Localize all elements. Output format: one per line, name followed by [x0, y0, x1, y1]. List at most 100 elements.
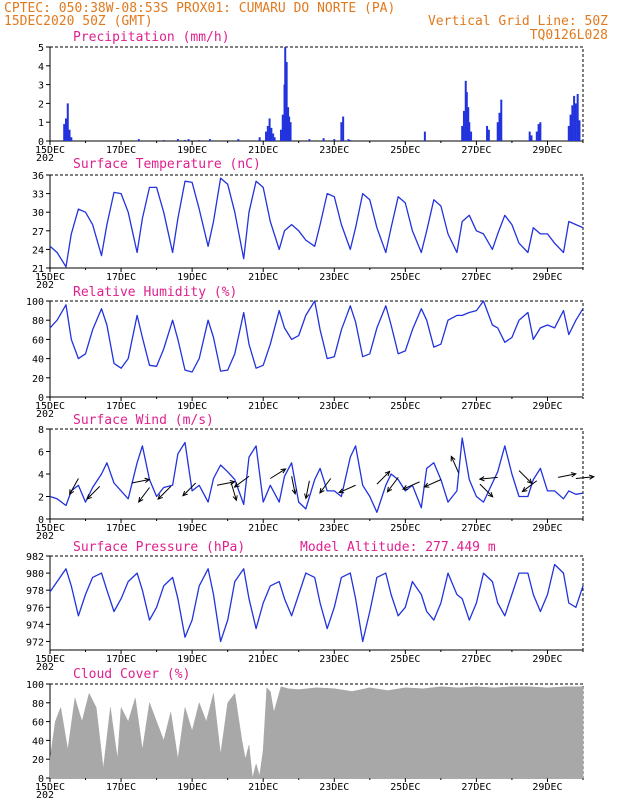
wind-arrow: [558, 472, 577, 478]
wind-arrow-head: [69, 489, 75, 496]
precip-bar: [539, 122, 542, 141]
wind-arrow-head: [386, 486, 393, 493]
x-tick-label: 27DEC: [461, 782, 491, 793]
wind-arrow: [386, 477, 399, 493]
wind-arrow-head: [570, 472, 577, 478]
y-tick-label: 4: [38, 62, 44, 73]
x-tick-label: 15DEC: [35, 654, 65, 665]
y-tick-label: 982: [26, 552, 44, 563]
wind-arrow-shaft: [479, 483, 494, 498]
wind-arrow-head: [229, 479, 236, 486]
precip-bar: [528, 131, 531, 141]
year-fragment-label: 202: [36, 153, 54, 164]
precip-bar: [537, 124, 540, 141]
y-tick-label: 30: [32, 208, 44, 219]
x-tick-label: 15DEC: [35, 523, 65, 534]
x-tick-label: 19DEC: [177, 401, 207, 412]
wind-arrow-head: [280, 468, 287, 474]
wind-arrow-head: [182, 490, 188, 497]
panel-precip: Precipitation (mm/h) 0 1 2 3 4 5 15DEC 17DEC 19DE…: [35, 30, 584, 164]
x-tick-label: 21DEC: [248, 145, 278, 156]
x-tick-label: 23DEC: [319, 654, 349, 665]
wind-series-line: [49, 437, 584, 513]
wind-arrow-shaft: [424, 479, 442, 488]
panel-title: Relative Humidity (%): [73, 285, 237, 300]
wind-arrow: [230, 482, 238, 502]
panel-title: Surface Pressure (hPa): [73, 540, 245, 555]
x-tick-label: 21DEC: [248, 654, 278, 665]
wind-arrow-head: [232, 495, 238, 502]
precip-bar: [289, 122, 292, 141]
x-tick-label: 15DEC: [35, 401, 65, 412]
wind-arrow-shaft: [291, 476, 296, 494]
y-tick-label: 60: [32, 718, 44, 729]
header-run-time: 15DEC2020 50Z (GMT): [4, 14, 153, 29]
x-tick-label: 27DEC: [461, 401, 491, 412]
precip-bar: [284, 47, 287, 141]
x-tick-label: 23DEC: [319, 145, 349, 156]
x-tick-label: 25DEC: [390, 401, 420, 412]
precip-bar: [208, 139, 211, 141]
y-tick-label: 20: [32, 755, 44, 766]
wind-arrow-shaft: [138, 487, 150, 503]
wind-arrow-head: [233, 482, 240, 488]
wind-arrow-head: [487, 491, 494, 498]
wind-arrow-head: [402, 485, 409, 490]
wind-arrow: [216, 479, 236, 486]
wind-arrow: [157, 486, 172, 500]
wind-arrow-head: [521, 486, 528, 493]
precip-bar: [487, 129, 490, 141]
y-tick-label: 5: [38, 43, 44, 54]
precip-bar: [308, 139, 311, 141]
wind-arrow-head: [291, 488, 297, 496]
precip-bar: [574, 103, 577, 141]
wind-arrow-shaft: [182, 482, 197, 497]
wind-arrow-shaft: [86, 486, 101, 500]
wind-arrow-shaft: [69, 478, 79, 495]
y-tick-label: 974: [26, 620, 44, 631]
precip-bar: [272, 133, 275, 141]
wind-arrow-shaft: [450, 456, 460, 474]
wind-arrow-head: [338, 488, 345, 494]
precip-bar: [467, 107, 470, 141]
wind-arrow: [478, 476, 498, 482]
temp-series-line: [49, 177, 584, 268]
y-tick-label: 2: [38, 99, 44, 110]
x-tick-label: 27DEC: [461, 145, 491, 156]
wind-arrow-head: [144, 477, 151, 483]
precip-bar: [569, 114, 572, 141]
wind-arrow: [319, 478, 332, 494]
panel-title: Surface Wind (m/s): [73, 413, 214, 428]
y-tick-label: 3: [38, 81, 44, 92]
precip-bar: [347, 139, 350, 141]
y-tick-label: 972: [26, 637, 44, 648]
x-tick-label: 15DEC: [35, 145, 65, 156]
y-tick-label: 40: [32, 355, 44, 366]
wind-arrow-shaft: [157, 486, 172, 500]
year-fragment-label: 202: [36, 662, 54, 673]
panel-pres: Surface Pressure (hPa) Model Altitude: 27…: [26, 540, 584, 673]
x-tick-label: 29DEC: [532, 523, 562, 534]
y-tick-label: 978: [26, 586, 44, 597]
x-tick-label: 25DEC: [390, 145, 420, 156]
x-tick-label: 21DEC: [248, 523, 278, 534]
x-tick-label: 19DEC: [177, 272, 207, 283]
precip-bar: [285, 62, 288, 141]
y-tick-label: 0: [38, 393, 44, 404]
precip-bar: [578, 120, 581, 141]
x-tick-label: 27DEC: [461, 523, 491, 534]
y-tick-label: 36: [32, 171, 44, 182]
precip-bar: [464, 80, 467, 141]
wind-arrow: [86, 486, 101, 500]
wind-arrow-shaft: [319, 478, 332, 494]
precip-bar: [573, 95, 576, 141]
precip-bar: [423, 131, 426, 141]
wind-arrow: [338, 484, 356, 494]
wind-arrow: [233, 475, 250, 488]
wind-arrow-shaft: [387, 477, 399, 493]
precip-bar: [273, 137, 276, 141]
cloud-cover-area: [49, 686, 584, 779]
precip-bar: [270, 127, 273, 141]
y-tick-label: 40: [32, 736, 44, 747]
y-tick-label: 27: [32, 227, 44, 238]
